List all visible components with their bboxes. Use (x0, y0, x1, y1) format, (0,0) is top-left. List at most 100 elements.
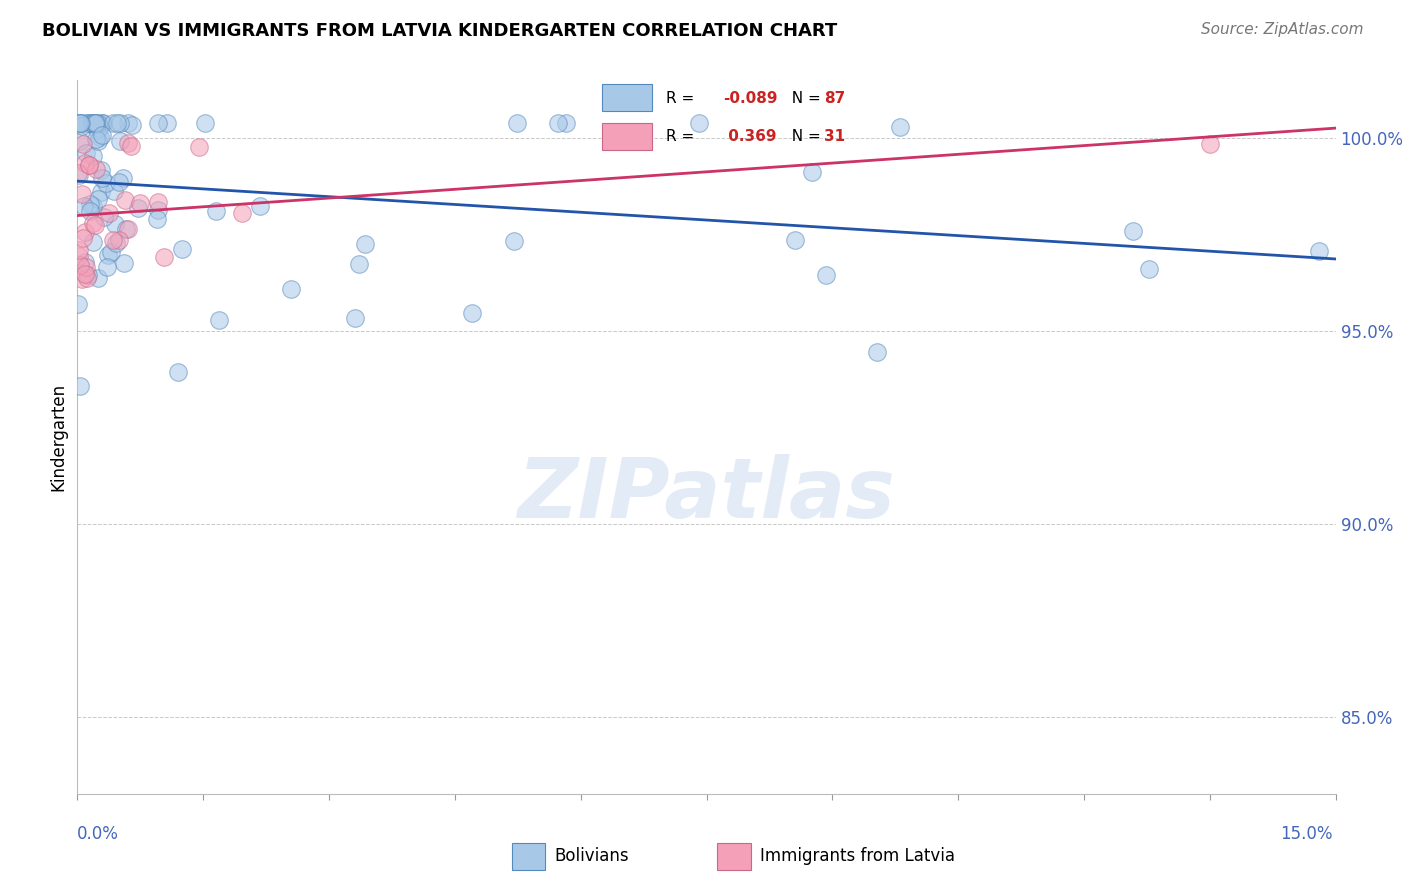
Bar (602, 123, 652, 150)
Point (547, 116, 569, 130)
Point (82, 116, 104, 130)
Point (84, 116, 107, 130)
Point (75, 146, 97, 161)
Point (461, 306, 484, 320)
Point (67, 249, 90, 263)
Point (249, 199, 271, 213)
Point (91, 116, 114, 130)
Point (814, 268, 837, 283)
Point (865, 345, 887, 359)
Point (344, 310, 367, 325)
Point (72, 136, 94, 151)
Point (86, 162, 108, 177)
Point (75, 155, 97, 169)
Point (77, 158, 100, 172)
Point (77, 268, 100, 282)
Point (115, 222, 138, 236)
Point (84, 116, 107, 130)
Point (69, 116, 91, 130)
Point (103, 233, 125, 247)
Point (280, 282, 302, 296)
Point (67, 166, 90, 180)
Point (97, 248, 120, 262)
Point (91, 128, 114, 142)
Point (153, 250, 176, 264)
Point (146, 116, 169, 130)
Bar (717, 843, 751, 870)
Point (555, 116, 578, 130)
Point (349, 257, 371, 271)
Point (112, 256, 135, 270)
Point (86, 122, 108, 136)
Point (70, 187, 93, 202)
Point (79, 197, 101, 211)
Point (84, 132, 107, 146)
Point (77, 116, 100, 130)
Point (69, 116, 91, 130)
Point (1198, 136, 1220, 151)
Text: ZIPatlas: ZIPatlas (517, 454, 896, 534)
Text: Source: ZipAtlas.com: Source: ZipAtlas.com (1201, 22, 1364, 37)
Point (103, 116, 125, 130)
Point (146, 211, 169, 226)
Point (170, 242, 193, 256)
Point (73, 254, 96, 268)
Point (205, 203, 228, 218)
Point (91, 171, 114, 186)
Point (69, 379, 91, 393)
Point (194, 116, 217, 130)
Point (90, 185, 112, 199)
Y-axis label: Kindergarten: Kindergarten (49, 383, 67, 491)
Point (129, 196, 152, 211)
Point (69, 116, 91, 130)
Point (108, 116, 131, 130)
Point (91, 116, 114, 130)
Bar (602, 84, 652, 111)
Point (783, 233, 806, 247)
Point (76, 270, 98, 285)
Point (84, 116, 107, 130)
Point (96, 260, 118, 275)
Point (77, 158, 100, 172)
Text: R =: R = (666, 91, 700, 105)
Point (87, 120, 110, 135)
Point (75, 260, 97, 274)
Point (82, 199, 104, 213)
Point (121, 118, 143, 132)
Point (72, 272, 94, 286)
Point (89, 129, 111, 144)
Point (117, 116, 139, 130)
Point (117, 222, 139, 236)
Point (69, 134, 91, 148)
Point (86, 116, 108, 130)
Text: BOLIVIAN VS IMMIGRANTS FROM LATVIA KINDERGARTEN CORRELATION CHART: BOLIVIAN VS IMMIGRANTS FROM LATVIA KINDE… (42, 22, 838, 40)
Point (67, 297, 90, 311)
Point (506, 116, 529, 130)
Point (69, 259, 91, 273)
Point (503, 234, 526, 248)
Text: N =: N = (782, 91, 825, 105)
Point (100, 244, 122, 259)
Point (801, 165, 824, 179)
Point (103, 184, 125, 198)
Point (114, 193, 136, 207)
Point (93, 211, 115, 225)
Point (76, 116, 98, 130)
Point (231, 206, 253, 220)
Point (111, 170, 134, 185)
Text: N =: N = (782, 129, 825, 144)
Text: 0.0%: 0.0% (77, 825, 120, 843)
Point (107, 233, 129, 247)
Point (79, 203, 101, 218)
Text: 15.0%: 15.0% (1281, 825, 1333, 843)
Text: 87: 87 (824, 91, 845, 105)
Point (72, 231, 94, 245)
Point (148, 195, 170, 210)
Text: 0.369: 0.369 (723, 129, 776, 144)
Point (90, 163, 112, 178)
Point (67, 116, 90, 130)
Point (87, 134, 110, 148)
Point (120, 138, 142, 153)
Point (73, 267, 96, 281)
Point (187, 140, 209, 154)
